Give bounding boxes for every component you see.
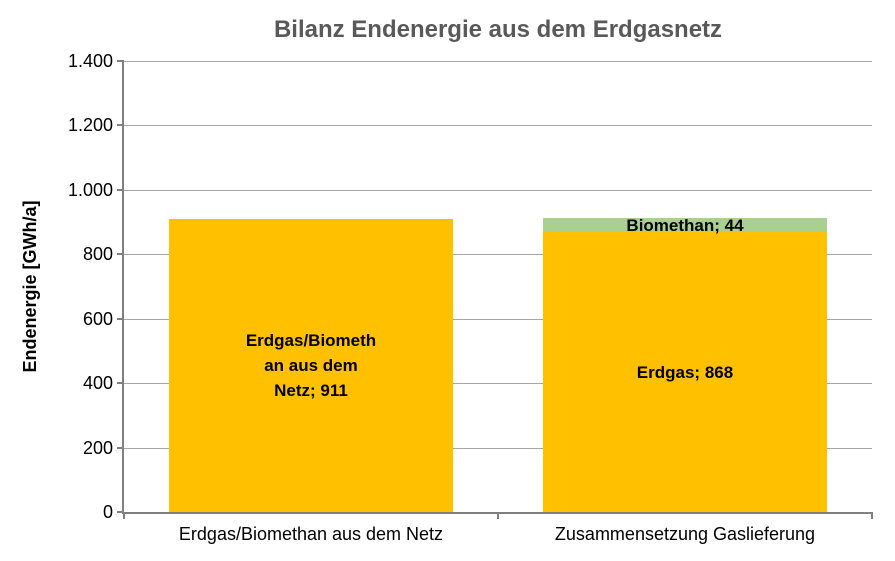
y-tick-label: 600 (82, 309, 113, 329)
y-tick-label: 1.400 (67, 51, 113, 71)
bar-segment: Biomethan; 44 (543, 216, 827, 235)
y-tick-label: 0 (102, 502, 113, 522)
chart-title: Bilanz Endenergie aus dem Erdgasnetz (273, 16, 723, 43)
y-tick-label: 1.200 (67, 115, 113, 135)
y-tick-label: 800 (82, 244, 113, 264)
y-axis-tick (117, 253, 124, 255)
y-tick-label: 200 (82, 438, 113, 458)
y-axis-tick (117, 382, 124, 384)
y-axis-tick (117, 60, 124, 62)
gridline (124, 125, 872, 126)
x-category-label: Erdgas/Biomethan aus dem Netz (178, 524, 444, 544)
y-tick-label: 1.000 (67, 180, 113, 200)
bar-segment-label: Erdgas; 868 (636, 362, 734, 382)
y-axis-line (122, 61, 124, 514)
gridline (124, 383, 872, 384)
y-axis-tick (117, 511, 124, 513)
gridline (124, 448, 872, 449)
gridline (124, 61, 872, 62)
bar-segment: Erdgas/Biometh an aus dem Netz; 911 (169, 218, 453, 512)
y-axis-tick (117, 318, 124, 320)
bar-segment-label: Erdgas/Biometh an aus dem Netz; 911 (245, 330, 377, 400)
x-category-label: Zusammensetzung Gaslieferung (554, 524, 816, 544)
x-axis-line (122, 512, 872, 514)
gridline (124, 319, 872, 320)
y-axis-tick (117, 189, 124, 191)
gridline (124, 254, 872, 255)
y-tick-label: 400 (82, 373, 113, 393)
bar-segment-label: Biomethan; 44 (626, 215, 744, 235)
y-axis-tick (117, 124, 124, 126)
x-axis-tick (123, 512, 125, 519)
bar-segment: Erdgas; 868 (543, 232, 827, 512)
x-axis-tick (871, 512, 873, 519)
gridline (124, 190, 872, 191)
x-axis-tick (497, 512, 499, 519)
y-axis-tick (117, 447, 124, 449)
